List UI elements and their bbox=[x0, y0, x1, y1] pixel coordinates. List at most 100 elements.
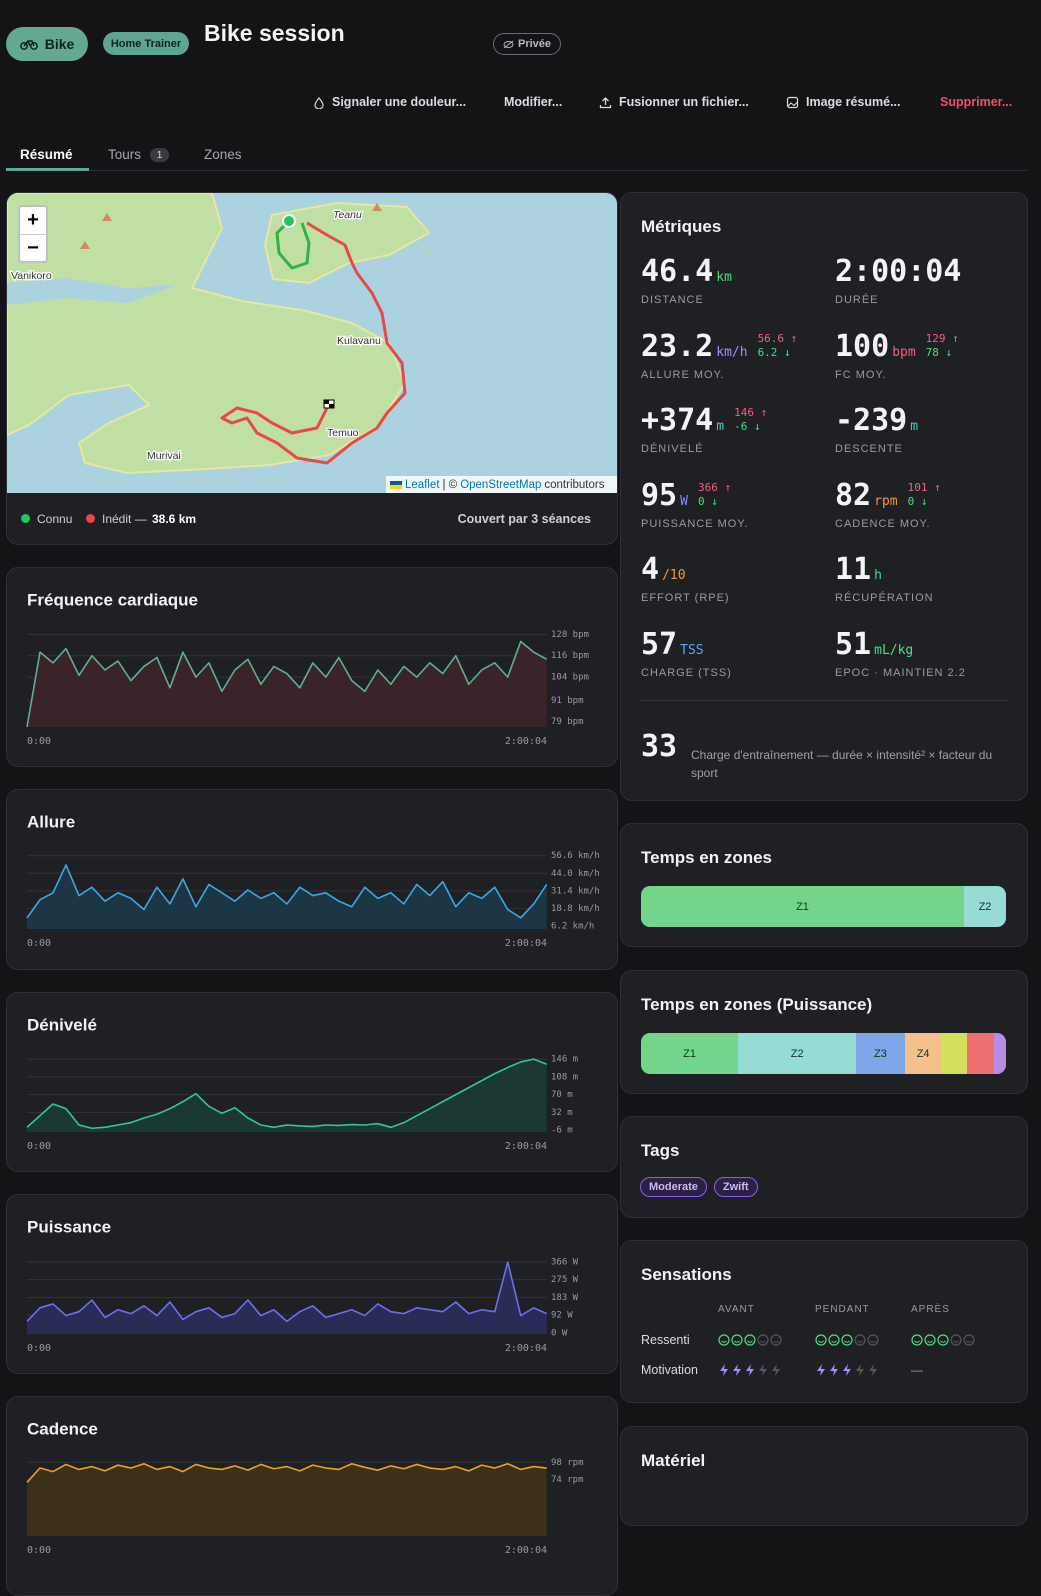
finish-marker-checks bbox=[324, 400, 334, 408]
x-tick-label: 0:00 bbox=[27, 1545, 51, 1556]
metric-max: 101 ↑ bbox=[907, 480, 941, 494]
tags-card: Tags Moderate Zwift bbox=[620, 1116, 1028, 1218]
row-label: Motivation bbox=[641, 1363, 698, 1377]
metric-row: 4/10 bbox=[641, 552, 730, 587]
report-pain-action[interactable]: Signaler une douleur... bbox=[332, 95, 467, 109]
y-tick-label: 183 W bbox=[551, 1293, 579, 1303]
zone-segment bbox=[993, 1033, 1006, 1074]
y-tick-label: 98 rpm bbox=[551, 1458, 584, 1468]
rect bbox=[390, 484, 402, 489]
metric: 57 TSS CHARGE (TSS) bbox=[641, 627, 732, 679]
chart-card: Allure 56.6 km/h 44.0 km/h 31.4 km/h 18.8 km… bbox=[6, 789, 618, 970]
metric-max: 146 ↑ bbox=[734, 406, 768, 420]
metric-row: 46.4 km bbox=[641, 254, 732, 289]
chart-card: Dénivelé 146 m 108 m 70 m 32 m -6 m 0:00 2:00:0… bbox=[6, 992, 618, 1172]
divider bbox=[641, 700, 1008, 701]
zoom-in[interactable]: + bbox=[20, 207, 46, 235]
sensations-card: Sensations AVANT PENDANT APRÈS Ressenti Motiv… bbox=[620, 1240, 1028, 1403]
face-smile bbox=[966, 1340, 972, 1343]
metric-label: FC MOY. bbox=[835, 368, 887, 381]
line-series bbox=[26, 1462, 547, 1483]
metric-value: 2:00:04 bbox=[835, 254, 962, 289]
delete-action[interactable]: Supprimer... bbox=[940, 95, 1013, 109]
zone-bar: Z1 Z2 Z3 Z4 bbox=[641, 1033, 1006, 1074]
line-series bbox=[26, 1058, 548, 1130]
metric: 82 rpm 101 ↑ 0 ↓ CADENCE MOY. bbox=[835, 478, 941, 530]
metric-range: 146 ↑ -6 ↓ bbox=[734, 406, 767, 434]
metric-unit: /10 bbox=[662, 568, 686, 584]
path bbox=[599, 97, 612, 109]
zoom-out[interactable]: − bbox=[27, 237, 39, 259]
face-smile bbox=[734, 1340, 740, 1343]
tab[interactable]: Zones bbox=[204, 147, 242, 162]
area-fill bbox=[27, 864, 547, 929]
chart-title: Cadence bbox=[27, 1419, 98, 1438]
metric: 4/10 EFFORT (RPE) bbox=[641, 552, 730, 604]
page: Bike Home Trainer Bike session Privée Si… bbox=[6, 20, 1028, 1596]
metric-unit: TSS bbox=[680, 643, 704, 658]
chart-card: Fréquence cardiaque 128 bpm 116 bpm 104 bpm… bbox=[6, 567, 618, 767]
y-tick-label: 44.0 km/h bbox=[551, 869, 600, 879]
metric-row: -239 m bbox=[835, 403, 918, 438]
face-smile bbox=[773, 1340, 779, 1343]
y-tick-label: 128 bpm bbox=[551, 630, 589, 640]
face-icon bbox=[718, 1334, 730, 1346]
zones-card: Temps en zones (Puissance) Z1 Z2 Z3 Z4 bbox=[620, 970, 1028, 1094]
face-smile bbox=[831, 1340, 837, 1343]
tab[interactable]: Résumé bbox=[20, 147, 73, 162]
start-marker bbox=[282, 214, 296, 228]
metric-unit: rpm bbox=[874, 493, 898, 509]
metric-min: 0 ↓ bbox=[907, 494, 928, 508]
y-tick-label: 116 bpm bbox=[551, 651, 589, 661]
metric-min: 6.2 ↓ bbox=[757, 345, 791, 359]
map: Teanu Vanikoro Kulavanu Temuo Murivai bbox=[7, 193, 617, 493]
row-label: Ressenti bbox=[641, 1333, 690, 1347]
sport-button[interactable]: Bike bbox=[6, 27, 88, 61]
face-smile bbox=[940, 1340, 946, 1343]
metric-row: 23.2 km/h 56.6 ↑ 6.2 ↓ bbox=[641, 329, 797, 364]
known-dot bbox=[21, 514, 30, 523]
area-fill bbox=[27, 1463, 547, 1536]
chart-title: Puissance bbox=[27, 1217, 111, 1236]
zone-label: Z4 bbox=[916, 1047, 930, 1060]
session-title: Bike session bbox=[204, 20, 345, 46]
circle bbox=[29, 42, 38, 50]
summary-image-action[interactable]: Image résumé... bbox=[806, 95, 901, 109]
metric-row: 11 h bbox=[835, 552, 934, 587]
attribution-link[interactable]: OpenStreetMap bbox=[460, 478, 542, 491]
metric-label: DURÉE bbox=[835, 294, 879, 306]
metric-row: 82 rpm 101 ↑ 0 ↓ bbox=[835, 477, 941, 513]
y-tick-label: 74 rpm bbox=[551, 1475, 584, 1485]
privacy-badge[interactable]: Privée bbox=[493, 33, 561, 55]
metric-unit: m bbox=[716, 419, 725, 435]
metric-min: -6 ↓ bbox=[734, 420, 761, 434]
card-title: Temps en zones bbox=[641, 848, 772, 867]
zones-card: Temps en zones Z1 Z2 bbox=[620, 823, 1028, 947]
drop-icon bbox=[314, 97, 324, 109]
map-card: Teanu Vanikoro Kulavanu Temuo Murivai + … bbox=[6, 192, 618, 545]
face-smile bbox=[747, 1340, 753, 1343]
card-title: Matériel bbox=[641, 1451, 706, 1470]
tab[interactable]: Tours bbox=[108, 147, 142, 162]
path bbox=[23, 40, 35, 47]
place-label: Temuo bbox=[327, 427, 359, 439]
y-tick-label: -6 m bbox=[551, 1126, 573, 1136]
line-series bbox=[26, 1261, 548, 1323]
y-tick-label: 366 W bbox=[551, 1258, 579, 1268]
y-tick-label: 70 m bbox=[551, 1090, 573, 1100]
metric-max: 366 ↑ bbox=[697, 480, 732, 494]
metric-value: 82 bbox=[835, 477, 872, 513]
new-dot bbox=[86, 514, 95, 523]
equipment-card: Matériel bbox=[620, 1426, 1028, 1526]
tag-pill: Moderate bbox=[640, 1177, 707, 1197]
metric: 95 W 366 ↑ 0 ↓ PUISSANCE MOY. bbox=[641, 478, 748, 530]
tag-list: Moderate Zwift bbox=[640, 1177, 758, 1197]
attribution-link[interactable]: Leaflet bbox=[405, 478, 440, 491]
merge-file-action[interactable]: Fusionner un fichier... bbox=[619, 95, 749, 109]
x-tick-label: 2:00:04 bbox=[505, 1141, 547, 1152]
metric-row: 57 TSS bbox=[641, 627, 732, 662]
line-chart: Cadence 98 rpm 74 rpm 0:00 2:00:04 bbox=[26, 1419, 584, 1556]
edit-action[interactable]: Modifier... bbox=[504, 95, 563, 109]
area-fill bbox=[27, 1059, 547, 1132]
x-tick-label: 2:00:04 bbox=[505, 1545, 547, 1556]
